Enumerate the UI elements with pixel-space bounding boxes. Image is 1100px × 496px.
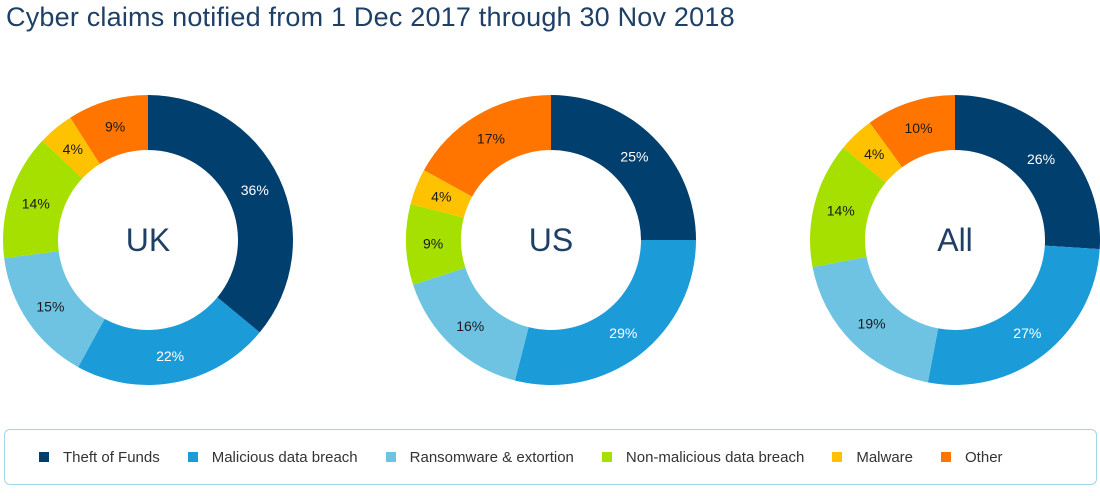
legend-label: Ransomware & extortion [409, 448, 574, 466]
donut-us: 25% 29% 16% 9% 4% 17% US [406, 94, 696, 385]
chart-title: Cyber claims notified from 1 Dec 2017 th… [6, 2, 735, 32]
slice-malicious-data-breach [927, 245, 1100, 385]
legend-item: Malware [832, 449, 913, 466]
slice-ransomware-extortion [812, 256, 939, 383]
slice-non-malicious-data-breach [406, 203, 466, 285]
legend-swatch [601, 452, 612, 462]
slice-value-label: 9% [105, 119, 125, 135]
slice-value-label: 4% [63, 141, 83, 157]
donut-center-label: UK [126, 222, 170, 258]
legend-item: Malicious data breach [187, 448, 358, 466]
legend-swatch [941, 452, 952, 462]
slice-non-malicious-data-breach [2, 140, 83, 259]
slice-ransomware-extortion [4, 251, 105, 368]
slice-value-label: 16% [456, 318, 484, 334]
slice-value-label: 22% [156, 348, 184, 364]
slice-value-label: 14% [827, 203, 855, 219]
legend-swatch [385, 452, 396, 462]
slice-other [70, 95, 148, 165]
legend-label: Malware [856, 448, 914, 466]
legend-label: Other [965, 448, 1003, 466]
legend-item: Theft of Funds [39, 449, 160, 466]
donut-all: 26% 27% 19% 14% 4% 10% All [809, 95, 1100, 385]
donut-charts: 36%22%15%14%4%9%UK25%29%16%9%4%17%US26%2… [2, 94, 1100, 386]
slice-value-label: 10% [905, 120, 933, 136]
slice-value-label: 15% [36, 298, 64, 314]
legend-item: Ransomware & extortion [385, 448, 574, 466]
slice-ransomware-extortion [413, 267, 529, 381]
legend-label: Non-malicious data breach [625, 448, 805, 466]
slice-theft-of-funds [148, 95, 293, 333]
legend-swatch [832, 452, 843, 462]
donut-uk: 36% 22% 15% 14% 4% 9% UK [2, 95, 293, 386]
slice-malware [410, 170, 473, 218]
legend-item: Non-malicious data breach [601, 448, 805, 466]
slice-malware [42, 117, 100, 179]
slice-other [423, 94, 551, 197]
donut-center-label: US [529, 222, 573, 258]
slice-malware [843, 122, 903, 183]
slice-malicious-data-breach [514, 240, 696, 385]
slice-theft-of-funds [551, 95, 696, 240]
slice-value-label: 4% [864, 146, 884, 162]
legend-swatch [187, 452, 198, 462]
slice-value-label: 36% [241, 182, 269, 198]
legend-item: Other [941, 449, 1003, 466]
legend: Theft of Funds Malicious data breach Ranso… [4, 429, 1097, 485]
slice-value-label: 29% [609, 325, 637, 341]
slice-value-label: 27% [1013, 325, 1041, 341]
slice-value-label: 26% [1027, 151, 1055, 167]
slice-value-label: 25% [620, 149, 648, 165]
slice-value-label: 19% [858, 315, 886, 331]
legend-swatch [39, 452, 49, 462]
slice-value-label: 9% [423, 236, 443, 252]
slice-non-malicious-data-breach [809, 147, 886, 268]
slice-value-label: 17% [477, 130, 505, 146]
legend-label: Malicious data breach [211, 448, 358, 466]
slice-other [869, 95, 955, 168]
donut-center-label: All [937, 222, 973, 258]
legend-label: Theft of Funds [63, 448, 160, 466]
slice-value-label: 4% [431, 189, 451, 205]
slice-value-label: 14% [22, 196, 50, 212]
slice-malicious-data-breach [78, 297, 260, 386]
slice-theft-of-funds [955, 95, 1100, 250]
